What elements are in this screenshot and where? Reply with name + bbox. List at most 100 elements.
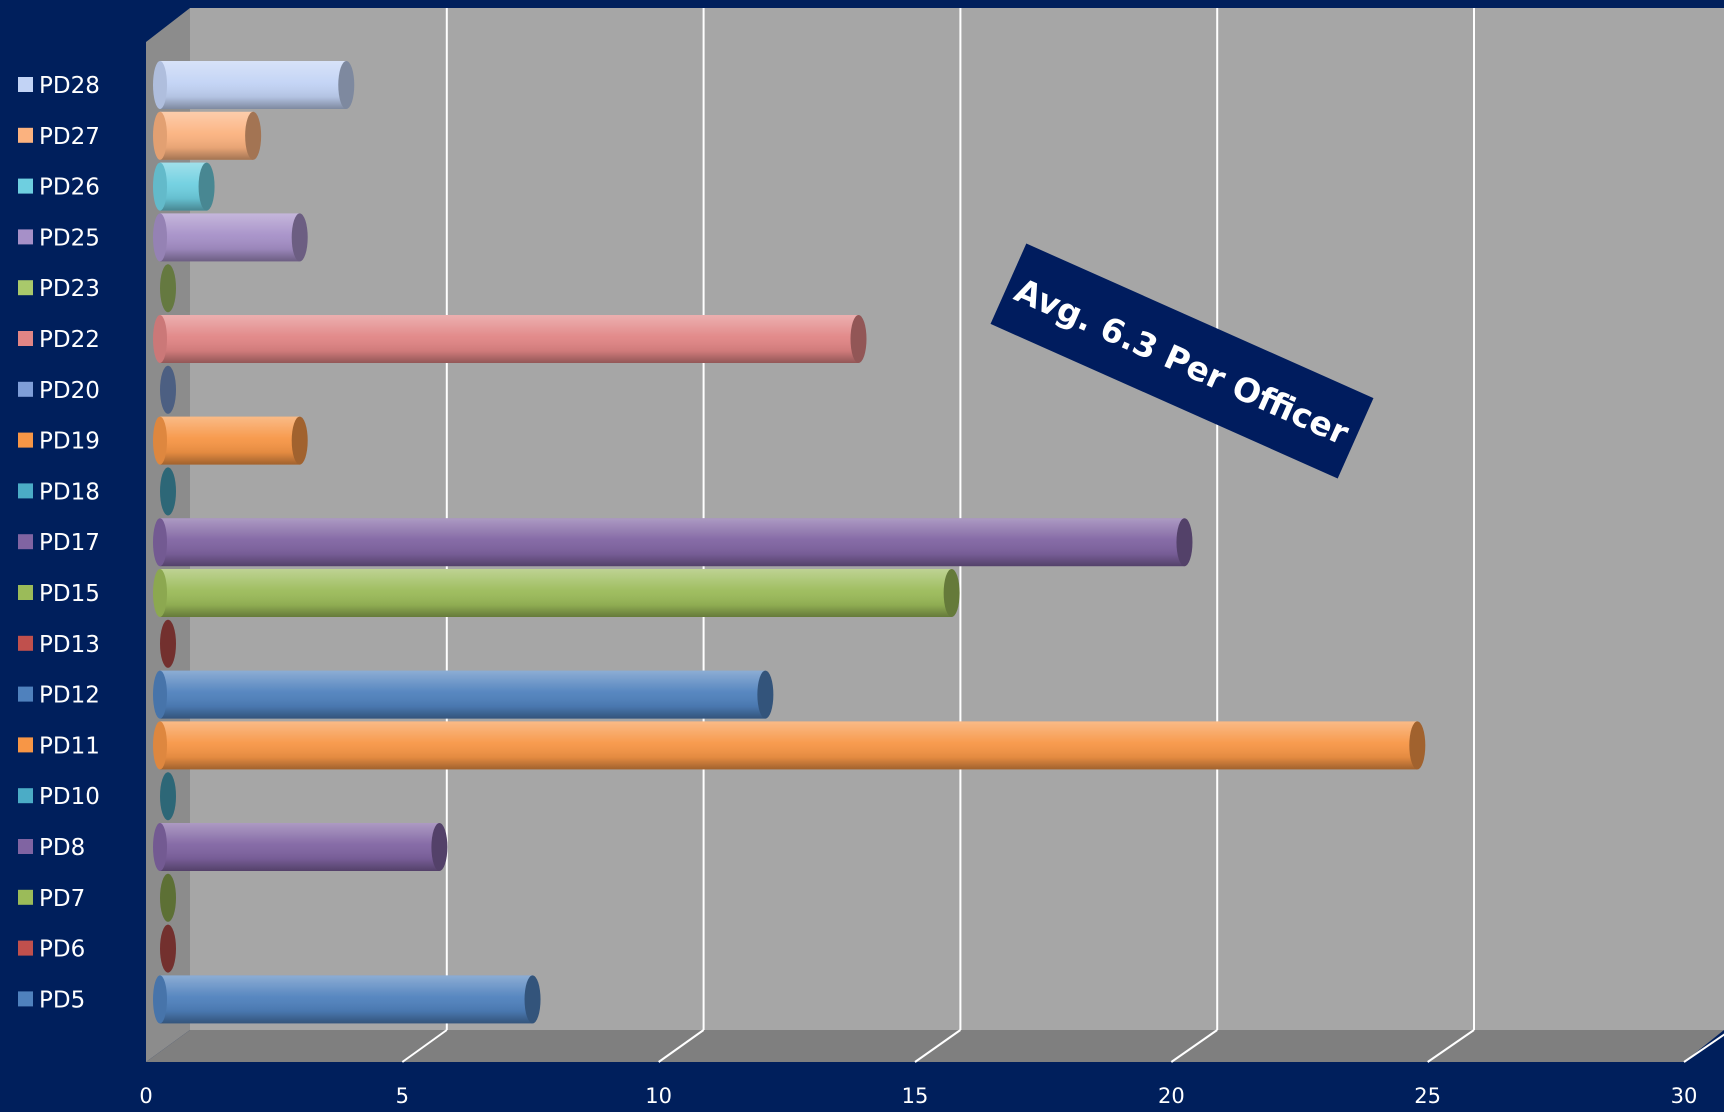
bar-end-cap [1176,518,1193,567]
x-axis-ticks: 0 5 10 15 20 25 30 [139,1084,1697,1108]
bar-pd25 [153,213,308,262]
bar-end-cap [850,315,867,363]
legend-swatch [18,839,33,854]
bar-pd8 [153,823,448,871]
legend-swatch [18,889,33,905]
bar-end-cap [757,670,774,719]
bar-pd26 [153,162,215,211]
bar-shading [160,518,1185,567]
legend-swatch [18,686,33,702]
legend-item: PD12 [18,683,100,709]
x-tick-label: 0 [139,1084,152,1108]
bar-base-cap [153,518,167,567]
bar-pd27 [153,111,262,160]
legend-swatch [18,483,33,499]
bar-end-cap [291,416,308,465]
legend-swatch [18,127,33,143]
legend-label: PD8 [39,835,85,861]
legend-item: PD5 [18,987,85,1013]
legend-label: PD15 [39,581,100,607]
bar-end-cap [338,61,355,109]
x-tick-label: 10 [645,1084,672,1108]
legend-swatch [18,737,33,753]
legend-swatch [18,280,33,296]
bar-base-cap [153,162,167,211]
bar-zero-cap [160,619,176,668]
bar-pd11 [153,721,1426,770]
bar-pd28 [153,61,355,109]
bar-pd6 [160,924,176,973]
legend-swatch [18,432,33,448]
legend-label: PD12 [39,683,100,709]
bar-shading [160,823,440,871]
legend-label: PD13 [39,632,100,658]
legend-label: PD26 [39,175,100,201]
floor-gridline [1170,1029,1218,1063]
bar-base-cap [153,721,167,770]
bar-base-cap [153,61,167,109]
bar-end-cap [245,111,262,160]
legend-swatch [18,635,33,651]
x-tick-label: 30 [1671,1084,1698,1108]
legend-swatch [18,77,33,92]
floor-gridline [401,1029,448,1063]
legend-item: PD10 [18,784,100,810]
x-tick-label: 25 [1414,1084,1441,1108]
bar-base-cap [153,111,167,160]
bar-pd18 [160,467,176,516]
legend-label: PD7 [39,886,85,912]
bar-base-cap [153,823,167,871]
legend-swatch [18,534,33,550]
bar-pd10 [160,772,176,821]
floor-gridline [1683,1033,1724,1063]
bar-zero-cap [160,924,176,973]
legend-swatch [18,381,33,397]
bar-base-cap [153,569,167,617]
legend-label: PD11 [39,733,100,759]
bar-pd12 [153,670,774,719]
legend-item: PD18 [18,479,100,505]
bar-zero-cap [160,264,176,313]
bar-end-cap [943,569,960,617]
legend: PD28 PD27 PD26 PD25 PD23 PD22 PD20 PD19 PD18 PD17… [18,73,100,1013]
bar-pd17 [153,518,1193,567]
bar-shading [160,315,859,363]
legend-item: PD22 [18,327,100,353]
legend-item: PD27 [18,124,100,150]
bar-zero-cap [160,873,176,922]
legend-swatch [18,585,33,600]
plot-floor [146,1030,1724,1062]
legend-label: PD28 [39,73,100,99]
bar-base-cap [153,315,167,363]
x-tick-label: 5 [396,1084,409,1108]
bar-end-cap [524,975,541,1024]
bar-shading [160,721,1418,770]
legend-label: PD10 [39,784,100,810]
legend-swatch [18,331,33,346]
legend-label: PD6 [39,937,85,963]
legend-item: PD17 [18,530,100,556]
bar-pd7 [160,873,176,922]
legend-item: PD15 [18,581,100,607]
legend-item: PD25 [18,225,100,251]
bar-shading [160,416,300,465]
legend-label: PD18 [39,479,100,505]
bar-base-cap [153,213,167,262]
legend-swatch [18,940,33,956]
bars [153,61,1426,1024]
bar-shading [160,61,347,109]
bar-end-cap [291,213,308,262]
legend-label: PD23 [39,276,100,302]
bar-shading [160,111,254,160]
bar-pd22 [153,315,867,363]
legend-label: PD22 [39,327,100,353]
legend-item: PD28 [18,73,100,99]
floor-gridline [658,1029,705,1063]
bar-end-cap [431,823,448,871]
legend-label: PD27 [39,124,100,150]
bar-base-cap [153,416,167,465]
legend-item: PD11 [18,733,100,759]
legend-swatch [18,229,33,245]
